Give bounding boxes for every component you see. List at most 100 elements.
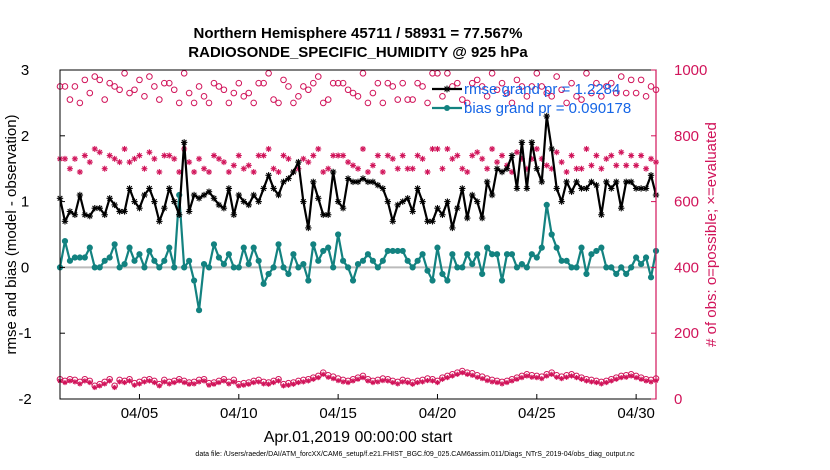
obs-evaluated-point: [166, 381, 172, 387]
obs-evaluated-point: [608, 378, 614, 384]
obs-evaluated-point: [141, 165, 148, 172]
obs-possible-point: [647, 83, 655, 90]
obs-possible-point: [310, 79, 317, 87]
bias-point: [305, 277, 312, 284]
rmse-point: [220, 204, 228, 212]
obs-possible-point: [553, 73, 560, 80]
obs-possible-point: [175, 99, 183, 107]
bias-point: [195, 307, 203, 314]
rmse-point: [290, 168, 297, 176]
obs-possible-point: [190, 99, 198, 107]
left-y-tick-label: 3: [21, 62, 29, 79]
obs-count-layer: [56, 69, 660, 391]
rmse-point: [265, 172, 272, 179]
legend-bias-label: bias grand pr = 0.090178: [464, 100, 631, 117]
plot-frame: [59, 69, 657, 400]
obs-evaluated-point: [459, 165, 466, 172]
obs-evaluated-point: [211, 381, 217, 387]
rmse-point: [205, 188, 213, 195]
bias-point: [285, 270, 292, 278]
obs-evaluated-point: [216, 379, 222, 386]
rmse-point: [111, 201, 118, 209]
rmse-point: [553, 185, 560, 192]
obs-evaluated-point: [568, 152, 575, 159]
bias-point: [116, 264, 123, 271]
obs-evaluated-point: [151, 379, 157, 386]
rmse-point: [156, 218, 163, 225]
obs-evaluated-point: [533, 145, 540, 152]
obs-evaluated-point: [156, 168, 163, 175]
bias-point: [270, 264, 277, 271]
obs-evaluated-point: [444, 145, 451, 152]
obs-evaluated-point: [558, 159, 565, 166]
rmse-point: [195, 195, 203, 202]
bias-point: [469, 261, 476, 268]
obs-evaluated-point: [67, 378, 73, 384]
obs-possible-point: [225, 99, 233, 107]
bias-point: [330, 264, 337, 271]
rmse-point: [295, 158, 302, 166]
rmse-point: [176, 211, 183, 218]
rmse-point: [454, 204, 461, 212]
obs-possible-point: [364, 99, 372, 107]
bias-point: [503, 251, 511, 258]
obs-evaluated-point: [285, 382, 292, 388]
rmse-point: [225, 185, 233, 192]
obs-evaluated-point: [350, 378, 356, 384]
bias-point: [374, 264, 381, 271]
obs-evaluated-point: [613, 162, 620, 169]
obs-possible-point: [329, 79, 337, 87]
obs-possible-point: [106, 79, 113, 87]
obs-possible-point: [146, 73, 153, 80]
obs-evaluated-point: [97, 383, 103, 389]
rmse-point: [439, 211, 446, 218]
rmse-point: [647, 172, 655, 179]
obs-evaluated-point: [633, 162, 640, 169]
obs-evaluated-point: [643, 165, 650, 172]
obs-possible-point: [419, 83, 426, 90]
obs-evaluated-point: [494, 159, 501, 166]
obs-evaluated-point: [236, 383, 242, 389]
obs-possible-point: [116, 86, 123, 94]
obs-evaluated-point: [201, 378, 207, 384]
rmse-point: [61, 218, 69, 225]
rmse-point: [573, 178, 580, 186]
obs-evaluated-point: [454, 152, 461, 159]
rmse-point: [215, 201, 223, 209]
bias-point: [513, 264, 521, 271]
obs-possible-point: [414, 79, 421, 87]
rmse-point: [469, 191, 476, 199]
bias-point: [489, 251, 496, 258]
obs-possible-point: [305, 86, 312, 94]
obs-evaluated-point: [365, 378, 371, 384]
obs-possible-point: [439, 93, 446, 100]
bias-point: [573, 264, 580, 271]
obs-possible-point: [424, 99, 431, 107]
bias-point: [563, 257, 570, 264]
bias-point: [280, 264, 287, 271]
obs-evaluated-point: [181, 379, 187, 386]
axes: 04/05 04/10 04/15 04/20 04/25 04/30 -2 -1 0 1 2 3 0 2…: [18, 62, 707, 422]
bias-point: [484, 244, 491, 251]
left-y-tick-label: 1: [21, 194, 29, 211]
bias-point: [66, 257, 74, 264]
obs-evaluated-point: [161, 379, 167, 385]
bias-point: [528, 251, 535, 258]
obs-possible-point: [359, 69, 367, 77]
obs-evaluated-point: [384, 152, 391, 159]
obs-evaluated-point: [583, 145, 590, 152]
obs-evaluated-point: [102, 381, 108, 387]
obs-possible-point: [518, 83, 526, 90]
obs-possible-point: [473, 76, 481, 84]
obs-evaluated-point: [246, 381, 252, 387]
obs-evaluated-point: [206, 168, 212, 175]
obs-evaluated-point: [285, 155, 292, 162]
obs-evaluated-point: [171, 155, 178, 162]
obs-evaluated-point: [539, 376, 545, 382]
obs-evaluated-point: [111, 155, 118, 162]
obs-possible-point: [200, 93, 208, 100]
obs-evaluated-point: [623, 374, 629, 380]
obs-evaluated-point: [479, 376, 485, 382]
obs-evaluated-point: [454, 371, 460, 377]
obs-evaluated-point: [186, 159, 193, 166]
